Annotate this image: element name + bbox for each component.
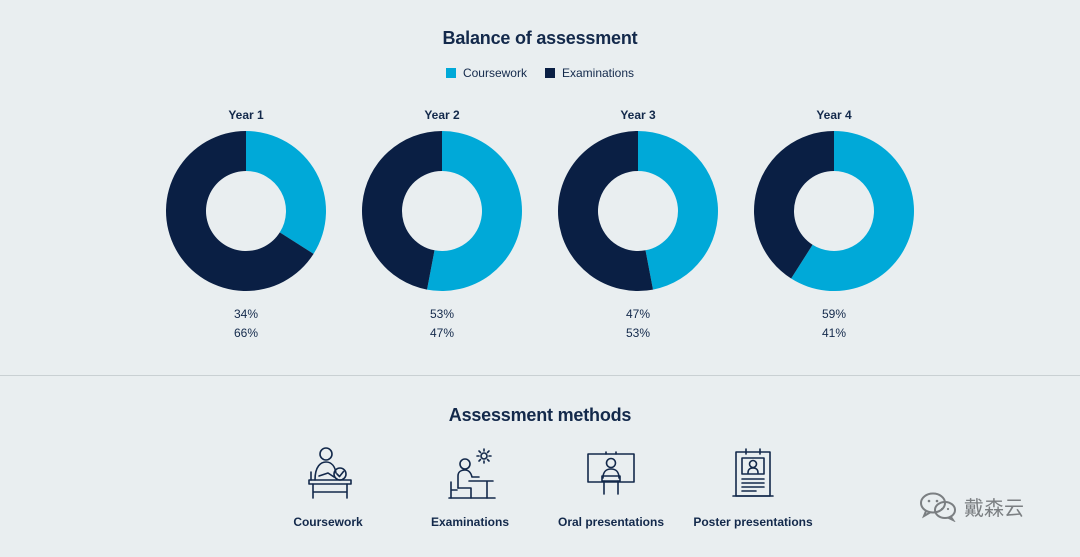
coursework-icon [308, 447, 352, 499]
legend-item-coursework[interactable]: Coursework [445, 66, 527, 80]
legend-label-coursework: Coursework [462, 66, 527, 80]
method-poster-presentations[interactable]: Poster presentations [678, 446, 828, 529]
year-3-column: Year 3 47% 53% [548, 106, 728, 343]
year-1-column: Year 1 34% 66% [156, 106, 336, 343]
method-label: Poster presentations [693, 515, 813, 529]
year-label: Year 4 [816, 108, 852, 122]
examinations-slice[interactable] [754, 131, 834, 279]
examinations-percent: 41% [821, 326, 847, 340]
legend-swatch-examinations [544, 68, 555, 78]
legend-label-examinations: Examinations [561, 66, 635, 80]
watermark-text: 戴森云 [964, 497, 1024, 520]
coursework-percent: 47% [625, 307, 651, 321]
chart-title: Balance of assessment [442, 28, 638, 48]
wechat-icon [920, 492, 956, 522]
legend-item-examinations[interactable]: Examinations [544, 66, 635, 80]
coursework-percent: 34% [233, 307, 259, 321]
year-4-column: Year 4 59% 41% [744, 106, 924, 343]
donut-year-3[interactable] [557, 130, 719, 292]
legend: Coursework Examinations [0, 66, 1080, 80]
coursework-slice[interactable] [427, 131, 522, 291]
examinations-percent: 53% [625, 326, 651, 340]
coursework-slice[interactable] [791, 131, 914, 291]
coursework-slice[interactable] [246, 131, 326, 254]
examinations-percent: 47% [429, 326, 455, 340]
coursework-percent: 59% [821, 307, 847, 321]
year-label: Year 3 [620, 108, 656, 122]
method-coursework[interactable]: Coursework [253, 446, 403, 529]
method-label: Oral presentations [557, 515, 665, 529]
poster-presentation-icon [732, 448, 774, 497]
oral-presentation-icon [587, 451, 635, 495]
method-oral-presentations[interactable]: Oral presentations [536, 446, 686, 529]
examinations-slice[interactable] [362, 131, 442, 290]
coursework-percent: 53% [429, 307, 455, 321]
year-2-column: Year 2 53% 47% [352, 106, 532, 343]
examinations-percent: 66% [233, 326, 259, 340]
methods-title: Assessment methods [448, 405, 632, 425]
donut-year-2[interactable] [361, 130, 523, 292]
donut-year-1[interactable] [165, 130, 327, 292]
examinations-slice[interactable] [557, 131, 653, 291]
year-label: Year 1 [228, 108, 264, 122]
coursework-slice[interactable] [638, 131, 718, 290]
method-label: Coursework [293, 515, 363, 529]
method-label: Examinations [430, 515, 510, 529]
watermark: 戴森云 [918, 490, 1024, 522]
donut-charts: Year 1 34% 66% Year 2 53% 47% Year 3 47%… [156, 106, 924, 343]
donut-year-4[interactable] [753, 130, 915, 292]
section-divider [0, 375, 1080, 376]
examinations-slice[interactable] [166, 131, 314, 291]
legend-swatch-coursework [445, 68, 456, 78]
method-examinations[interactable]: Examinations [395, 446, 545, 529]
examinations-icon [448, 448, 496, 499]
year-label: Year 2 [424, 108, 460, 122]
